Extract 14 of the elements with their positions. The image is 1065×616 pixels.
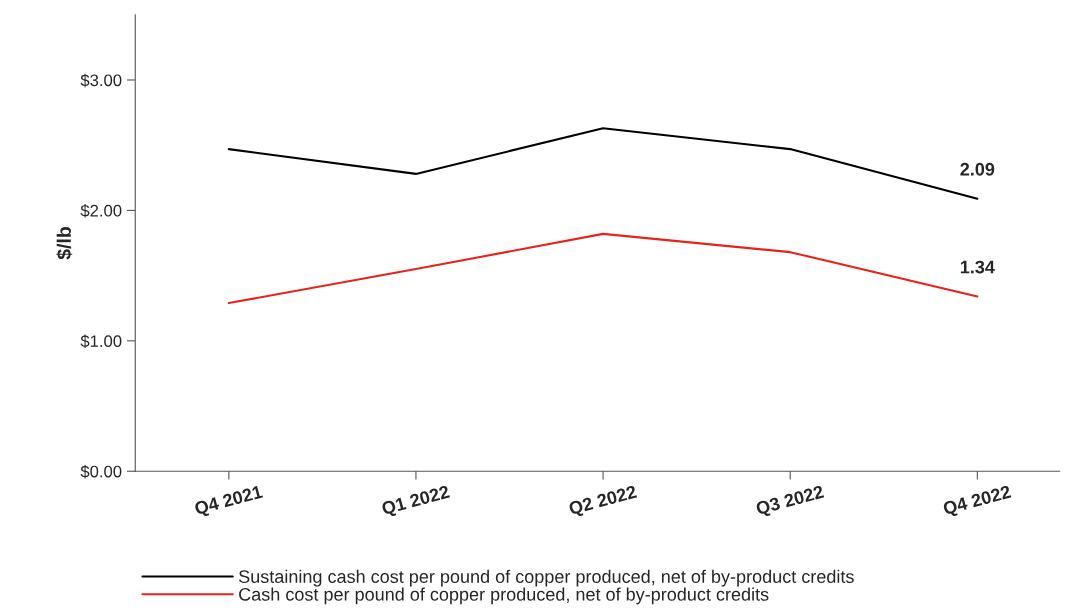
y-tick-label: $0.00 <box>80 464 122 479</box>
legend-label: Sustaining cash cost per pound of copper produced, net of by-product credits <box>238 569 854 587</box>
x-tick-label: Q4 2021 <box>194 485 264 519</box>
y-axis-title: $/lb <box>56 227 73 260</box>
x-tick-label: Q2 2022 <box>568 485 638 519</box>
data-label: 2.09 <box>960 162 995 176</box>
data-label: 1.34 <box>960 260 995 274</box>
x-tick-label: Q3 2022 <box>755 485 826 519</box>
y-tick-label: $3.00 <box>80 73 122 88</box>
x-tick-label: Q1 2022 <box>381 485 451 519</box>
x-tick-label: Q4 2022 <box>942 485 1013 519</box>
y-tick-label: $1.00 <box>80 334 122 349</box>
y-tick-label: $2.00 <box>80 204 122 218</box>
legend-label: Cash cost per pound of copper produced, net of by-product credits <box>239 587 769 605</box>
